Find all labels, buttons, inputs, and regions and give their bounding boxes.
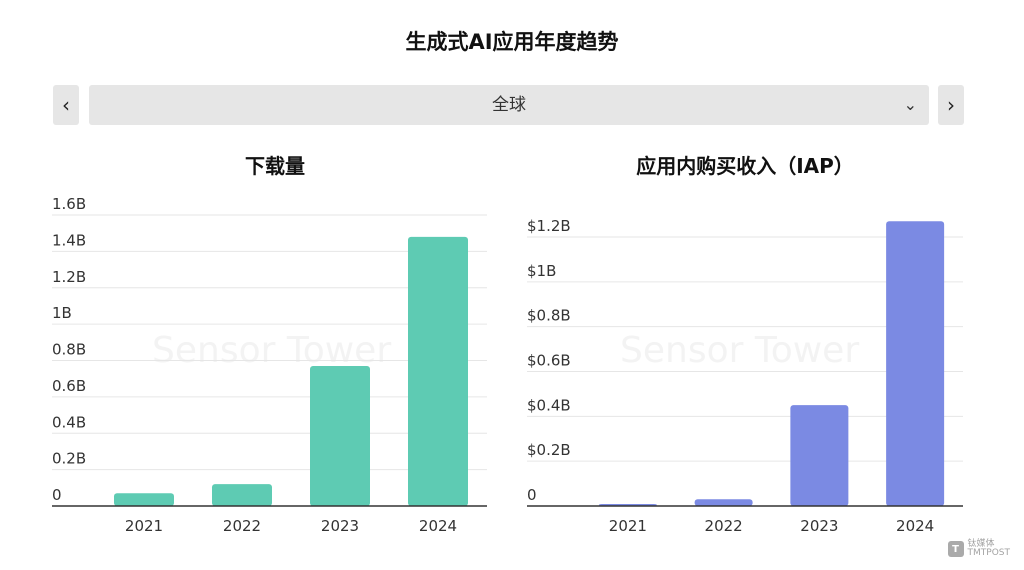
tmtpost-logo-sub: TMTPOST — [967, 548, 1010, 558]
iap-y-tick-label: $1.2B — [527, 217, 571, 235]
iap-x-tick-label: 2022 — [705, 517, 743, 535]
iap-bar-2024 — [886, 221, 945, 506]
iap-y-tick-label: $0.2B — [527, 441, 571, 459]
downloads-y-tick-label: 0.4B — [52, 413, 86, 431]
chevron-left-icon: ‹ — [62, 93, 70, 117]
tmtpost-logo-icon: T — [947, 541, 964, 557]
iap-chart-title: 应用内购买收入（IAP） — [636, 154, 854, 178]
iap-bar-2022 — [694, 499, 753, 506]
downloads-x-tick-label: 2023 — [321, 517, 359, 535]
downloads-chart: 0 0.2B 0.4B 0.6B 0.8B 1B 1.2B 1.4B 1.6B 2021 2022 2… — [52, 195, 487, 535]
downloads-chart-title: 下载量 — [245, 154, 305, 178]
iap-x-tick-label: 2021 — [609, 517, 647, 535]
downloads-y-tick-label: 0.6B — [52, 377, 86, 395]
downloads-bar-2021 — [114, 493, 174, 506]
downloads-y-tick-label: 1.4B — [52, 231, 86, 249]
prev-region-button[interactable]: ‹ — [53, 85, 79, 125]
downloads-y-tick-label: 1.2B — [52, 268, 86, 286]
iap-chart: 0 $0.2B $0.4B $0.6B $0.8B $1B $1.2B 2021 2022 202… — [527, 217, 963, 535]
downloads-x-tick-label: 2024 — [419, 517, 457, 535]
region-selected-value: 全球 — [492, 95, 526, 115]
downloads-bar-2024 — [408, 236, 468, 506]
downloads-bar-2023 — [310, 365, 370, 506]
page-title: 生成式AI应用年度趋势 — [405, 30, 619, 54]
tmtpost-logo: T 钛媒体 TMTPOST — [947, 539, 1010, 558]
iap-bar-2023 — [790, 405, 849, 506]
downloads-y-tick-label: 0 — [52, 486, 62, 504]
chevron-down-icon: ⌄ — [903, 95, 917, 114]
watermark-left: Sensor Tower — [152, 330, 391, 371]
downloads-x-tick-label: 2021 — [125, 517, 163, 535]
next-region-button[interactable]: › — [938, 85, 964, 125]
iap-y-tick-label: $1B — [527, 262, 556, 280]
chevron-right-icon: › — [947, 93, 955, 117]
iap-x-tick-label: 2024 — [896, 517, 934, 535]
downloads-y-tick-label: 0.2B — [52, 450, 86, 468]
tmtpost-logo-name: 钛媒体 — [967, 539, 995, 549]
downloads-x-tick-label: 2022 — [223, 517, 261, 535]
region-dropdown[interactable]: 全球 ⌄ — [89, 85, 929, 125]
iap-y-tick-label: $0.8B — [527, 307, 571, 325]
iap-x-tick-label: 2023 — [800, 517, 838, 535]
iap-y-tick-label: $0.4B — [527, 396, 571, 414]
watermark-right: Sensor Tower — [620, 330, 859, 371]
iap-y-tick-label: 0 — [527, 486, 537, 504]
downloads-bar-2022 — [212, 484, 272, 506]
downloads-y-tick-label: 0.8B — [52, 341, 86, 359]
iap-y-tick-label: $0.6B — [527, 352, 571, 370]
downloads-y-tick-label: 1.6B — [52, 195, 86, 213]
downloads-y-tick-label: 1B — [52, 304, 72, 322]
